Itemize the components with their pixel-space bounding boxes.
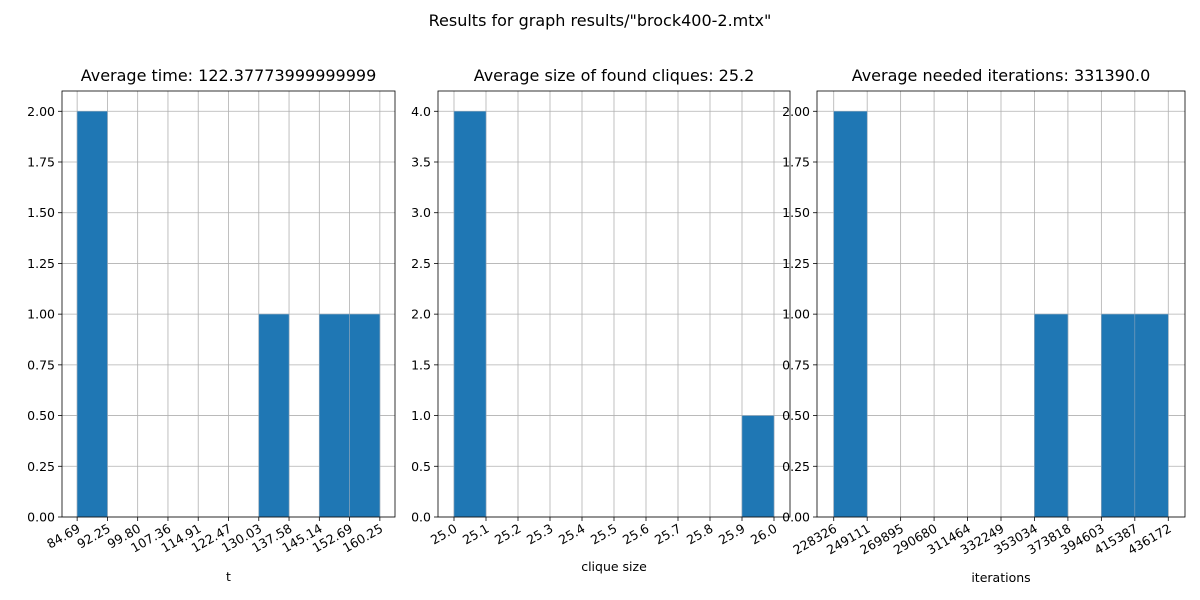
chart-title: Average needed iterations: 331390.0 xyxy=(852,66,1151,85)
figure-title: Results for graph results/"brock400-2.mt… xyxy=(429,11,772,30)
x-axis-label: t xyxy=(226,569,231,584)
x-tick-label: 25.7 xyxy=(652,521,684,548)
y-tick-label: 0.25 xyxy=(782,459,810,474)
x-axis-label: clique size xyxy=(581,559,647,574)
y-tick-label: 2.5 xyxy=(411,256,431,271)
x-tick-label: 25.8 xyxy=(684,521,716,548)
y-tick-label: 0.5 xyxy=(411,459,431,474)
x-tick-label: 25.5 xyxy=(588,521,620,548)
y-tick-label: 1.25 xyxy=(782,256,810,271)
y-tick-label: 0.00 xyxy=(27,510,55,525)
y-tick-label: 0.50 xyxy=(27,408,55,423)
y-tick-label: 1.0 xyxy=(411,408,431,423)
x-tick-label: 25.2 xyxy=(492,521,524,548)
y-tick-label: 1.5 xyxy=(411,357,431,372)
y-tick-label: 4.0 xyxy=(411,104,431,119)
bar xyxy=(1034,313,1069,518)
bar xyxy=(741,415,775,518)
y-tick-label: 1.75 xyxy=(27,155,55,170)
bar xyxy=(453,110,487,518)
x-tick-label: 26.0 xyxy=(748,521,780,548)
x-axis-label: iterations xyxy=(971,570,1030,585)
plot-frame xyxy=(437,90,791,518)
y-tick-label: 1.00 xyxy=(782,307,810,322)
y-tick-label: 0.50 xyxy=(782,408,810,423)
plot-frame xyxy=(816,90,1186,518)
x-tick-label: 25.6 xyxy=(620,521,652,548)
y-tick-label: 2.00 xyxy=(27,104,55,119)
bar xyxy=(1134,313,1169,518)
x-tick-label: 25.1 xyxy=(460,521,492,548)
x-tick-label: 25.9 xyxy=(716,521,748,548)
bar xyxy=(76,110,108,518)
y-tick-label: 1.50 xyxy=(27,205,55,220)
x-tick-label: 25.0 xyxy=(428,521,460,548)
bar xyxy=(833,110,868,518)
bar xyxy=(258,313,290,518)
y-tick-label: 3.0 xyxy=(411,205,431,220)
y-tick-label: 0.75 xyxy=(782,357,810,372)
chart-title: Average time: 122.37773999999999 xyxy=(81,66,377,85)
y-tick-label: 1.50 xyxy=(782,205,810,220)
y-tick-label: 0.0 xyxy=(411,510,431,525)
y-tick-label: 1.75 xyxy=(782,155,810,170)
y-tick-label: 1.00 xyxy=(27,307,55,322)
y-tick-label: 0.75 xyxy=(27,357,55,372)
chart-title: Average size of found cliques: 25.2 xyxy=(474,66,755,85)
y-tick-label: 2.00 xyxy=(782,104,810,119)
y-tick-label: 0.25 xyxy=(27,459,55,474)
bar xyxy=(1101,313,1136,518)
y-tick-label: 2.0 xyxy=(411,307,431,322)
x-tick-label: 25.4 xyxy=(556,521,588,548)
y-tick-label: 1.25 xyxy=(27,256,55,271)
bar xyxy=(349,313,381,518)
y-tick-label: 3.5 xyxy=(411,155,431,170)
y-tick-label: 0.00 xyxy=(782,510,810,525)
plot-frame xyxy=(61,90,396,518)
bar xyxy=(319,313,350,518)
x-tick-label: 25.3 xyxy=(524,521,556,548)
